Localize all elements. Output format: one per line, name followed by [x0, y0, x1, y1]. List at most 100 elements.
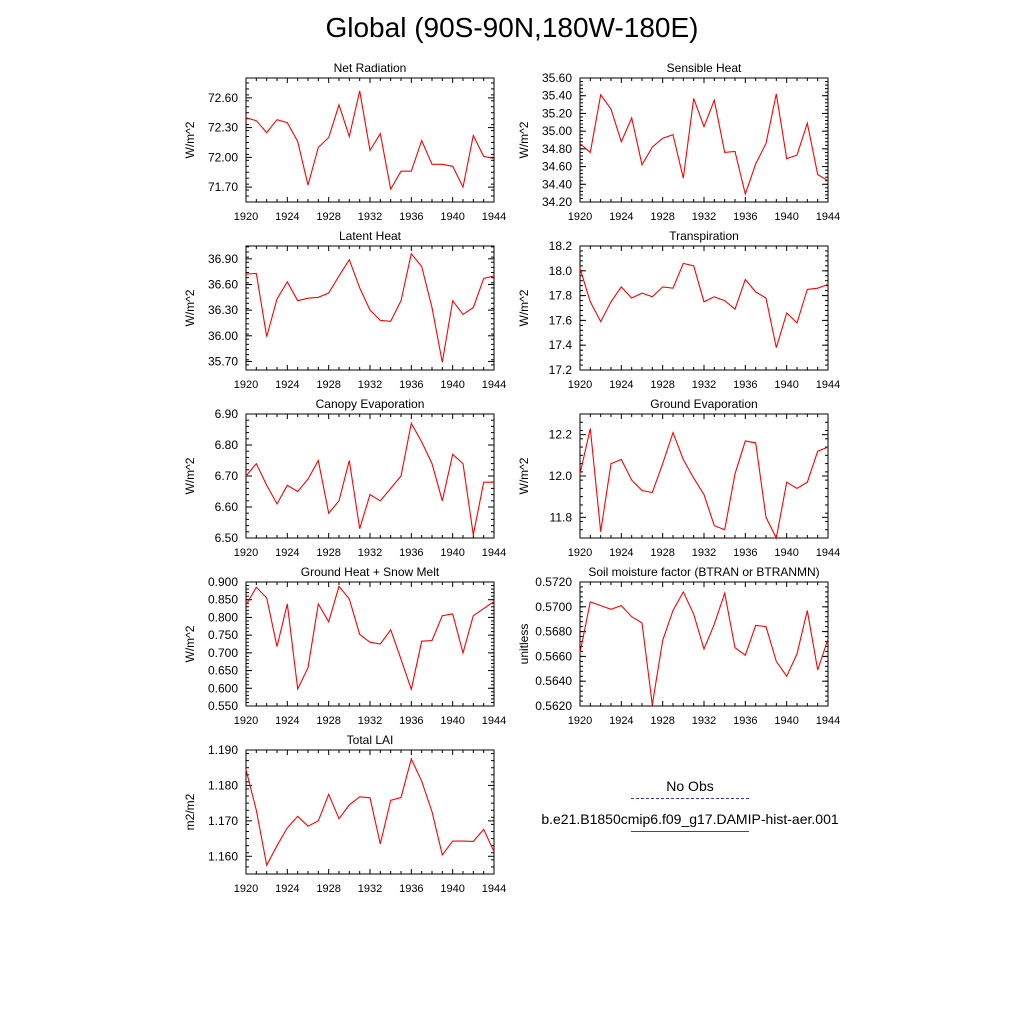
- y-tick-label: 35.20: [542, 106, 572, 120]
- plot-frame: [579, 245, 829, 371]
- chart-title: Latent Heat: [339, 229, 402, 243]
- y-tick-label: 6.80: [215, 438, 239, 452]
- x-tick-label: 1944: [482, 211, 506, 223]
- x-tick-label: 1924: [275, 715, 299, 727]
- plot-frame: [579, 581, 829, 707]
- y-axis-label: W/m^2: [183, 289, 197, 326]
- x-tick-label: 1940: [774, 211, 798, 223]
- y-axis-label: W/m^2: [517, 289, 531, 326]
- x-tick-label: 1924: [609, 547, 633, 559]
- y-tick-label: 72.60: [208, 91, 238, 105]
- x-tick-label: 1940: [774, 715, 798, 727]
- legend-label: No Obs: [666, 778, 714, 794]
- x-tick-label: 1932: [692, 211, 716, 223]
- x-tick-label: 1936: [399, 883, 423, 895]
- y-axis-label: m2/m2: [183, 793, 197, 830]
- plot-frame: [245, 749, 495, 875]
- y-tick-label: 1.180: [208, 778, 238, 792]
- chart-title: Total LAI: [347, 733, 394, 747]
- chart-title: Sensible Heat: [667, 61, 742, 75]
- series-line: [245, 90, 495, 191]
- x-tick-label: 1944: [816, 211, 840, 223]
- x-tick-label: 1940: [440, 379, 464, 391]
- y-tick-label: 18.0: [549, 264, 573, 278]
- y-tick-label: 35.40: [542, 89, 572, 103]
- chart-panel: Latent Heat W/m^2 1920 1924 1928 1932 1936 1940…: [183, 229, 506, 391]
- x-tick-label: 1920: [234, 547, 258, 559]
- chart-panel: Soil moisture factor (BTRAN or BTRANMN) u…: [517, 565, 840, 727]
- series-line: [579, 428, 829, 540]
- x-tick-label: 1920: [568, 379, 592, 391]
- x-tick-label: 1940: [774, 547, 798, 559]
- y-tick-label: 17.8: [549, 289, 573, 303]
- chart-title: Net Radiation: [334, 61, 407, 75]
- series-line: [245, 757, 495, 867]
- y-tick-label: 18.2: [549, 239, 573, 253]
- y-tick-label: 11.8: [550, 510, 573, 524]
- plot-frame: [245, 413, 495, 539]
- y-tick-label: 0.5640: [535, 674, 572, 688]
- x-tick-label: 1932: [358, 883, 382, 895]
- y-tick-label: 1.190: [208, 743, 238, 757]
- x-tick-label: 1936: [733, 715, 757, 727]
- y-tick-label: 0.650: [208, 664, 238, 678]
- x-tick-label: 1920: [234, 379, 258, 391]
- y-tick-label: 0.550: [208, 699, 238, 713]
- y-tick-label: 36.90: [208, 252, 238, 266]
- y-tick-label: 6.60: [215, 500, 239, 514]
- x-tick-label: 1932: [692, 715, 716, 727]
- chart-panel: Ground Evaporation W/m^2 1920 1924 1928 1932 1…: [517, 397, 840, 559]
- y-tick-label: 34.60: [542, 160, 572, 174]
- y-tick-label: 6.50: [215, 531, 239, 545]
- x-tick-label: 1940: [774, 379, 798, 391]
- chart-panel: Total LAI m2/m2 1920 1924 1928 1932 1936 1940 19…: [183, 733, 506, 895]
- x-tick-label: 1944: [482, 547, 506, 559]
- x-tick-label: 1936: [399, 715, 423, 727]
- x-tick-label: 1928: [650, 715, 674, 727]
- x-tick-label: 1932: [358, 379, 382, 391]
- y-tick-label: 0.5720: [535, 575, 572, 589]
- series-line: [245, 585, 495, 692]
- x-tick-label: 1928: [316, 883, 340, 895]
- x-tick-label: 1924: [275, 883, 299, 895]
- legend-item-no-obs: No Obs: [520, 778, 860, 799]
- x-tick-label: 1920: [568, 211, 592, 223]
- y-tick-label: 12.2: [549, 428, 573, 442]
- x-tick-label: 1928: [316, 211, 340, 223]
- plot-frame: [245, 245, 495, 371]
- x-tick-label: 1920: [234, 211, 258, 223]
- y-tick-label: 35.70: [208, 354, 238, 368]
- x-tick-label: 1920: [568, 547, 592, 559]
- x-tick-label: 1944: [482, 379, 506, 391]
- y-tick-label: 0.900: [208, 575, 238, 589]
- y-tick-label: 17.6: [549, 313, 573, 327]
- x-tick-label: 1944: [816, 715, 840, 727]
- x-tick-label: 1944: [816, 547, 840, 559]
- plot-frame: [245, 581, 495, 707]
- x-tick-label: 1924: [609, 211, 633, 223]
- chart-panel: Transpiration W/m^2 1920 1924 1928 1932 1936 19…: [517, 229, 840, 391]
- x-tick-label: 1932: [692, 379, 716, 391]
- y-tick-label: 0.850: [208, 593, 238, 607]
- plot-frame: [245, 77, 495, 203]
- y-tick-label: 0.600: [208, 681, 238, 695]
- x-tick-label: 1928: [650, 379, 674, 391]
- y-tick-label: 6.70: [215, 469, 239, 483]
- x-tick-label: 1924: [275, 379, 299, 391]
- y-tick-label: 0.5700: [535, 600, 572, 614]
- legend-swatch-solid: [631, 831, 749, 832]
- chart-title: Canopy Evaporation: [316, 397, 425, 411]
- x-tick-label: 1944: [816, 379, 840, 391]
- x-tick-label: 1920: [568, 715, 592, 727]
- x-tick-label: 1944: [482, 883, 506, 895]
- x-tick-label: 1924: [609, 379, 633, 391]
- x-tick-label: 1932: [358, 547, 382, 559]
- x-tick-label: 1940: [440, 211, 464, 223]
- chart-panel: Canopy Evaporation W/m^2 1920 1924 1928 1932 1…: [183, 397, 506, 559]
- y-tick-label: 1.170: [208, 814, 238, 828]
- y-tick-label: 6.90: [215, 407, 239, 421]
- x-tick-label: 1936: [399, 547, 423, 559]
- x-tick-label: 1920: [234, 883, 258, 895]
- y-tick-label: 71.70: [208, 180, 238, 194]
- y-axis-label: W/m^2: [183, 121, 197, 158]
